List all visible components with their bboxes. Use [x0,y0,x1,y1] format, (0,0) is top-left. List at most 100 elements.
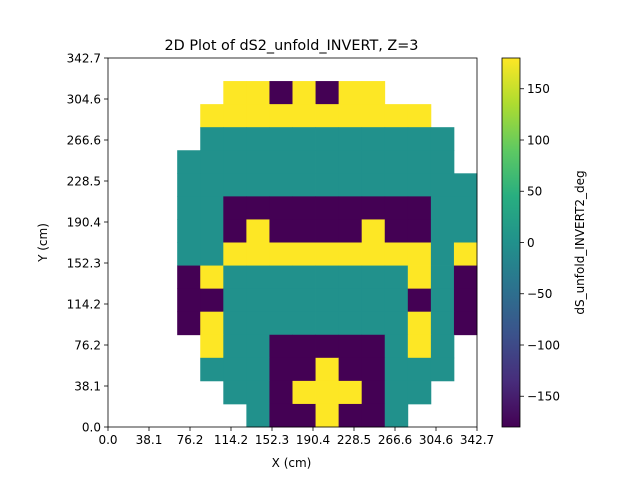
heatmap-cell [246,265,270,290]
heatmap-cell [407,288,432,313]
colorbar-tick-label: 50 [527,185,542,199]
heatmap-cell [315,357,340,382]
heatmap-cell [315,242,340,266]
heatmap-cell [430,219,455,243]
heatmap-cell [430,265,455,290]
heatmap-cell [177,150,201,174]
heatmap-cell [430,173,455,197]
heatmap-cell [269,403,293,428]
heatmap-cell [453,173,478,197]
heatmap-cell [384,219,409,243]
heatmap-cell [269,380,293,405]
heatmap-cell [361,219,386,243]
heatmap-cell [338,357,363,382]
heatmap-cell [338,311,363,336]
heatmap-cell [407,150,432,174]
x-axis-label: X (cm) [272,456,312,470]
heatmap-cell [246,150,270,174]
heatmap-cell [430,357,455,382]
heatmap-cell [361,265,386,290]
heatmap-cell [200,311,224,336]
heatmap-cell [315,196,340,220]
colorbar [501,57,521,428]
heatmap-cell [315,173,340,197]
heatmap-cell [361,150,386,174]
heatmap-cell [200,265,224,290]
heatmap-cell [269,81,293,105]
colorbar-tick-label: −150 [527,390,560,404]
x-axis: 0.0 38.1 76.2 114.2 152.3 190.4 228.5 266.6 304.… [98,427,494,447]
heatmap-cell [246,127,270,151]
heatmap-cell [200,219,224,243]
heatmap-cell [338,380,363,405]
heatmap-cell [177,219,201,243]
heatmap-cell [384,196,409,220]
heatmap-cell [407,311,432,336]
heatmap-cell [292,173,316,197]
heatmap-cell [223,104,247,128]
heatmap-cell [269,357,293,382]
x-tick-label: 152.3 [255,433,289,447]
heatmap-cell [338,81,363,105]
heatmap-cell [384,334,409,359]
heatmap-cell [246,81,270,105]
heatmap-cell [269,311,293,336]
heatmap-cell [361,403,386,428]
heatmap-cell [338,150,363,174]
heatmap-cell [292,127,316,151]
heatmap-cell [223,380,247,405]
heatmap-cell [361,242,386,266]
heatmap-cell [384,403,409,428]
heatmap-cell [361,81,386,105]
heatmap-cell [315,380,340,405]
heatmap-cell [407,173,432,197]
heatmap-cell [223,265,247,290]
heatmap-cell [269,196,293,220]
x-tick-label: 114.2 [214,433,248,447]
heatmap-cell [315,265,340,290]
heatmap-cell [361,357,386,382]
heatmap-cell [407,334,432,359]
colorbar-axis: 150 100 50 0 −50 −100 −150 [520,82,560,404]
heatmap-cell [269,150,293,174]
heatmap-cell [384,357,409,382]
heatmap-cell [430,150,455,174]
heatmap-cell [338,265,363,290]
y-tick-label: 190.4 [67,215,101,229]
heatmap-cell [361,380,386,405]
y-tick-label: 76.2 [74,338,101,352]
heatmap-cell [338,288,363,313]
heatmap-cell [200,173,224,197]
x-tick-label: 304.6 [419,433,453,447]
heatmap-cell [292,357,316,382]
heatmap-cell [384,104,409,128]
heatmap-cell [361,334,386,359]
colorbar-tick-label: −50 [527,287,552,301]
colorbar-tick-label: 150 [527,82,550,96]
heatmap-cell [200,104,224,128]
heatmap-cell [177,196,201,220]
heatmap-cell [338,403,363,428]
heatmap-cell [384,173,409,197]
colorbar-tick-label: 0 [527,236,535,250]
heatmap-cell [223,127,247,151]
heatmap-cell [292,380,316,405]
heatmap-cell [269,242,293,266]
heatmap-cell [315,127,340,151]
x-tick-label: 190.4 [296,433,330,447]
heatmap-cell [453,196,478,220]
heatmap-cell [361,196,386,220]
heatmap-cell [177,242,201,266]
chart-title: 2D Plot of dS2_unfold_INVERT, Z=3 [165,38,419,54]
colorbar-tick-label: 100 [527,133,550,147]
y-tick-label: 266.6 [67,133,101,147]
heatmap-cell [407,104,432,128]
heatmap-cell [407,196,432,220]
plot-frame [107,57,478,428]
x-tick-label: 38.1 [136,433,163,447]
heatmap-cell [407,357,432,382]
heatmap-cell [200,357,224,382]
heatmap-cell [361,127,386,151]
heatmap-cell [384,150,409,174]
heatmap-cell [292,219,316,243]
